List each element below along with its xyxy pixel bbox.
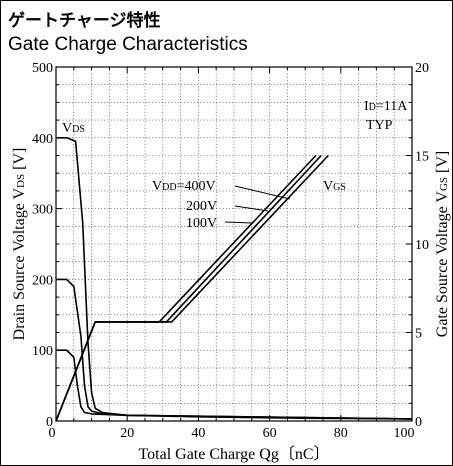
x-tick-label: 100 <box>394 426 415 441</box>
y-right-tick-label: 5 <box>415 327 422 342</box>
x-tick-label: 60 <box>263 426 277 441</box>
vgs-label: VGS <box>323 179 346 194</box>
y-right-tick-label: 20 <box>415 61 429 76</box>
y-right-tick-label: 0 <box>415 415 422 430</box>
vdd-200-label: 200V <box>186 199 217 214</box>
y-right-tick-label: 15 <box>415 150 429 165</box>
y-right-tick-label: 10 <box>415 238 429 253</box>
condition-id: ID=11A <box>364 99 408 114</box>
vgs-curve-4 <box>55 154 322 422</box>
x-tick-label: 80 <box>334 426 348 441</box>
vdd-400-label: VDD=400V <box>152 179 216 194</box>
vgs-curve-5 <box>55 154 329 422</box>
grid <box>56 67 412 421</box>
series-group <box>55 137 413 422</box>
y-left-tick-label: 300 <box>32 203 53 218</box>
chart-title-english: Gate Charge Characteristics <box>8 34 248 55</box>
y-left-tick-label: 100 <box>32 344 53 359</box>
y-axis-left-title: Drain Source Voltage VDS [V] <box>11 148 28 341</box>
y-axis-right-title: Gate Source Voltage VGS [V] <box>434 151 451 337</box>
x-tick-label: 40 <box>191 426 205 441</box>
vdd-100-leader <box>224 221 253 224</box>
vdd-200-leader <box>234 205 269 212</box>
x-axis-title: Total Gate Charge Qg〔nC〕 <box>139 445 330 463</box>
vdd-400-leader <box>234 185 291 200</box>
vds-curve-2 <box>56 349 413 420</box>
x-tick-label: 20 <box>120 426 134 441</box>
x-tick-label: 0 <box>49 426 56 441</box>
condition-typ: TYP <box>366 118 393 133</box>
y-left-tick-label: 0 <box>46 415 53 430</box>
vds-label: VDS <box>62 121 85 136</box>
vdd-100-label: 100V <box>186 216 217 231</box>
y-left-tick-label: 500 <box>32 61 53 76</box>
vgs-curve-3 <box>55 154 317 422</box>
y-left-tick-label: 200 <box>32 273 53 288</box>
chart-title-japanese: ゲートチャージ特性 <box>8 11 161 31</box>
y-left-tick-label: 400 <box>32 132 53 147</box>
